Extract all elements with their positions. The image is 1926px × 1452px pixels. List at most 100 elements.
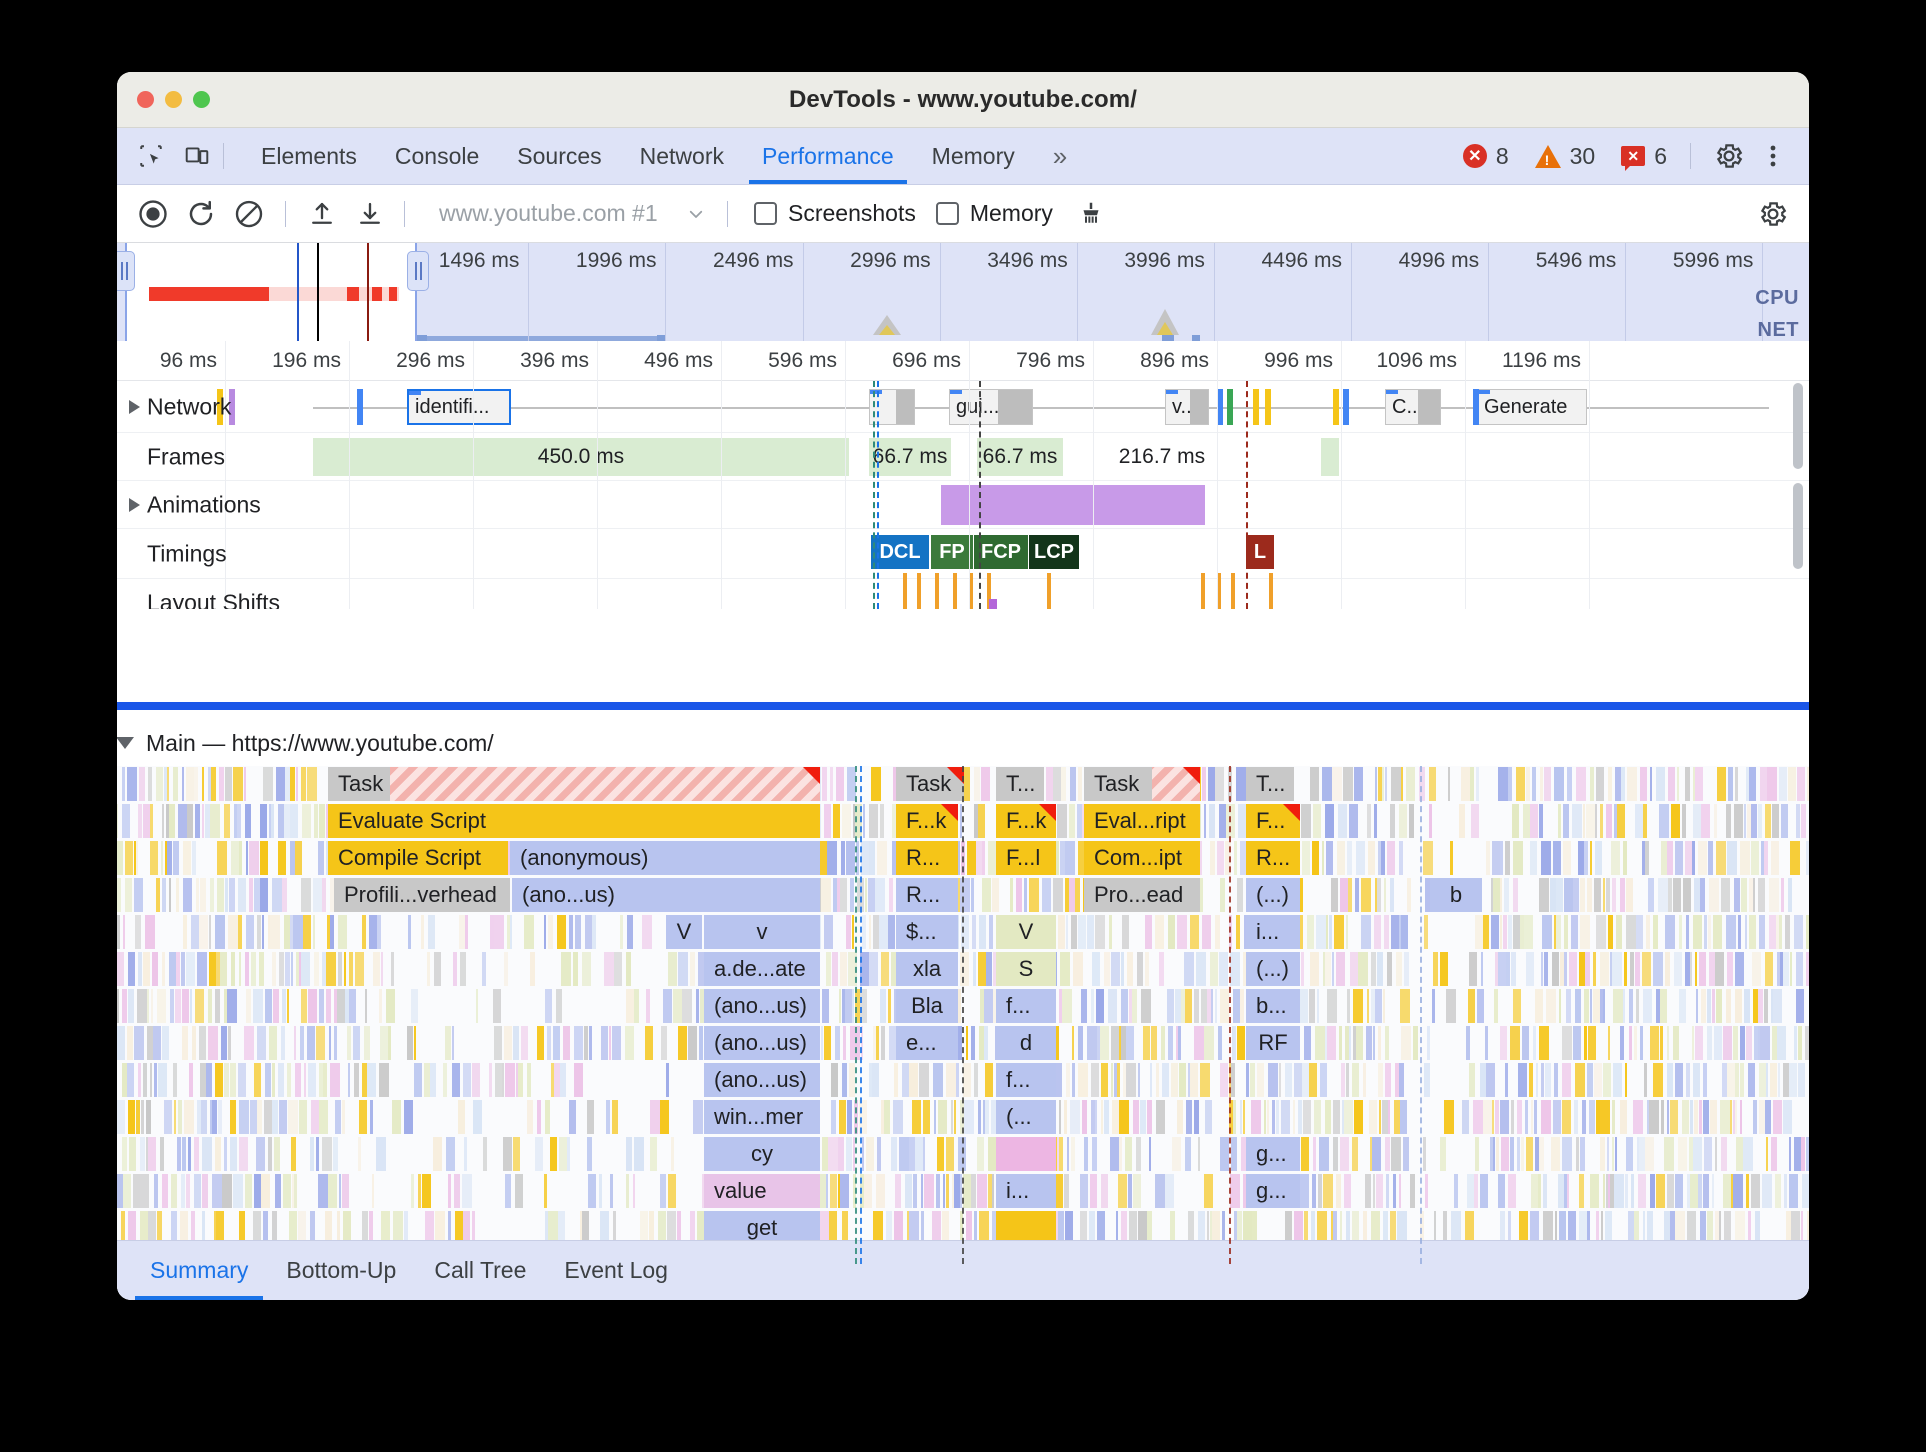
flame-micro-event[interactable] [117,915,120,949]
flame-micro-event[interactable] [1500,1026,1507,1060]
flame-micro-event[interactable] [1232,1026,1236,1060]
flame-micro-event[interactable] [1526,1137,1533,1171]
flame-micro-event[interactable] [1775,1174,1781,1208]
flame-micro-event[interactable] [182,989,189,1023]
flame-micro-event[interactable] [210,878,214,912]
flame-micro-event[interactable] [146,1137,148,1171]
flame-micro-event[interactable] [216,1211,224,1245]
flame-micro-event[interactable] [1065,1211,1073,1245]
flame-micro-event[interactable] [1612,1137,1614,1171]
flame-micro-event[interactable] [370,1100,373,1134]
flame-micro-event[interactable] [1731,1174,1733,1208]
flame-micro-event[interactable] [1585,952,1590,986]
flame-micro-event[interactable] [1374,804,1377,838]
flame-micro-event[interactable] [1596,1211,1599,1245]
flame-micro-event[interactable] [1486,1063,1495,1097]
flame-micro-event[interactable] [143,952,150,986]
flame-micro-event[interactable] [1779,915,1782,949]
flame-micro-event[interactable] [343,1211,351,1245]
flame-micro-event[interactable] [1600,804,1603,838]
flame-micro-event[interactable] [599,1174,602,1208]
flame-micro-event[interactable] [1637,1137,1639,1171]
main-menu-button[interactable] [1757,141,1795,171]
flame-micro-event[interactable] [1299,878,1303,912]
flame-micro-event[interactable] [1399,804,1407,838]
flame-micro-event[interactable] [392,1100,401,1134]
flame-micro-event[interactable] [1303,1100,1311,1134]
flame-micro-event[interactable] [1764,841,1768,875]
flame-micro-event[interactable] [1072,1063,1075,1097]
flame-micro-event[interactable] [1746,1026,1752,1060]
flame-micro-event[interactable] [1137,952,1143,986]
flame-micro-event[interactable] [408,915,411,949]
flame-micro-event[interactable] [184,1100,194,1134]
flame-micro-event[interactable] [1766,1137,1768,1171]
flame-micro-event[interactable] [463,1211,470,1245]
flame-micro-event[interactable] [1559,989,1561,1023]
flame-micro-event[interactable] [1530,841,1537,875]
flame-micro-event[interactable] [230,1137,237,1171]
flame-micro-event[interactable] [832,952,838,986]
flame-micro-event[interactable] [1751,1174,1760,1208]
flame-micro-event[interactable] [1582,1100,1586,1134]
flame-micro-event[interactable] [1101,1174,1108,1208]
flame-micro-event[interactable] [1327,1026,1336,1060]
flame-micro-event[interactable] [1425,1174,1428,1208]
flame-micro-event[interactable] [254,1063,261,1097]
flame-micro-event[interactable] [1432,989,1435,1023]
flame-micro-event[interactable] [1401,915,1408,949]
flame-micro-event[interactable] [1723,1174,1731,1208]
flame-micro-event[interactable] [902,1063,909,1097]
flame-micro-event[interactable] [1794,1137,1801,1171]
flame-micro-event[interactable] [246,989,251,1023]
flame-micro-event[interactable] [1746,1174,1749,1208]
flame-micro-event[interactable] [524,915,534,949]
flame-micro-event[interactable] [169,952,176,986]
flame-micro-event[interactable] [1707,989,1711,1023]
flame-micro-event[interactable] [1530,1211,1539,1245]
flame-micro-event[interactable] [1080,1174,1088,1208]
flame-micro-event[interactable] [1493,1137,1495,1171]
flame-micro-event[interactable] [262,915,264,949]
memory-checkbox[interactable]: Memory [935,200,1053,227]
flame-micro-event[interactable] [1155,1174,1165,1208]
flame-micro-event[interactable] [1608,1026,1610,1060]
flame-micro-event[interactable] [1310,767,1319,801]
flame-micro-event[interactable] [1496,1137,1499,1171]
flame-micro-event[interactable] [1719,1211,1721,1245]
flame-micro-event[interactable] [1440,952,1448,986]
flame-micro-event[interactable] [821,878,831,912]
flame-micro-event[interactable] [600,1211,609,1245]
flame-micro-event[interactable] [1679,915,1682,949]
flame-micro-event[interactable] [304,1063,306,1097]
flame-micro-event[interactable] [1184,952,1194,986]
flame-micro-event[interactable] [1683,878,1691,912]
flame-micro-event[interactable] [379,989,382,1023]
flame-micro-event[interactable] [1440,1137,1446,1171]
flame-micro-event[interactable] [1118,1174,1127,1208]
flame-micro-event[interactable] [260,841,268,875]
flame-micro-event[interactable] [1703,1063,1707,1097]
flame-micro-event[interactable] [369,915,377,949]
flame-micro-event[interactable] [1078,1026,1083,1060]
flame-micro-event[interactable] [157,989,166,1023]
flame-micro-event[interactable] [1738,915,1741,949]
flame-micro-event[interactable] [845,989,852,1023]
flame-event-box[interactable]: Task [896,767,964,801]
flame-micro-event[interactable] [208,1026,218,1060]
flame-micro-event[interactable] [1513,989,1521,1023]
inspect-icon[interactable] [131,136,171,176]
flame-micro-event[interactable] [1713,915,1722,949]
flame-micro-event[interactable] [210,804,220,838]
flame-micro-event[interactable] [202,1174,208,1208]
flame-micro-event[interactable] [553,1026,560,1060]
flame-micro-event[interactable] [960,1174,962,1208]
tab-memory[interactable]: Memory [931,142,1015,169]
flame-micro-event[interactable] [263,767,273,801]
flame-micro-event[interactable] [1773,1100,1782,1134]
flame-micro-event[interactable] [1212,1211,1220,1245]
zoom-window-button[interactable] [193,91,210,108]
flame-micro-event[interactable] [1110,1137,1119,1171]
flame-micro-event[interactable] [1545,1063,1551,1097]
flame-micro-event[interactable] [1300,1174,1309,1208]
